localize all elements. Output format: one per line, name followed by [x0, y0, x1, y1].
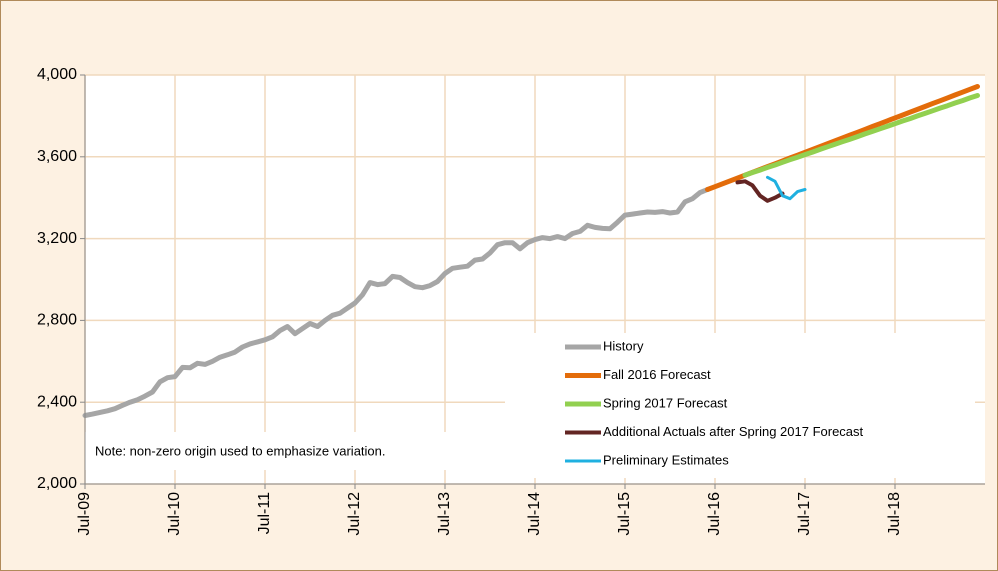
- x-tick-label: Jul-14: [526, 492, 543, 536]
- x-tick-label: Jul-16: [706, 492, 723, 536]
- y-tick-label: 4,000: [37, 66, 77, 83]
- note-box: [85, 432, 505, 470]
- y-tick-label: 2,400: [37, 393, 77, 410]
- legend-label: Additional Actuals after Spring 2017 For…: [603, 424, 864, 439]
- legend-label: Spring 2017 Forecast: [603, 395, 728, 410]
- note: Note: non-zero origin used to emphasize …: [95, 443, 386, 458]
- series-line: [82, 187, 710, 418]
- y-tick-label: 3,600: [37, 148, 77, 165]
- series-line: [742, 93, 980, 178]
- lines: [82, 84, 980, 418]
- x-tick-label: Jul-15: [616, 492, 633, 536]
- x-tick-label: Jul-18: [886, 492, 903, 536]
- x-tick-label: Jul-12: [346, 492, 363, 536]
- x-tick-label: Jul-10: [166, 492, 183, 536]
- series-line: [735, 179, 785, 203]
- x-tick-label: Jul-09: [76, 492, 93, 536]
- legend-label: Preliminary Estimates: [603, 452, 729, 467]
- x-tick-label: Jul-17: [796, 492, 813, 536]
- legend: History Fall 2016 Forecast Spring 2017 For…: [505, 333, 975, 478]
- series-line: [766, 175, 807, 201]
- legend-label: Fall 2016 Forecast: [603, 367, 711, 382]
- legend-label: History: [603, 338, 644, 353]
- y-tick-label: 2,800: [37, 312, 77, 329]
- y-tick-label: 3,200: [37, 230, 77, 247]
- axes: 2,000 2,400 2,800 3,200 3,600 4,000 Jul-09 Jul-…: [37, 66, 985, 536]
- x-tick-label: Jul-11: [256, 492, 273, 534]
- x-tick-label: Jul-13: [436, 492, 453, 536]
- y-tick-label: 2,000: [37, 475, 77, 492]
